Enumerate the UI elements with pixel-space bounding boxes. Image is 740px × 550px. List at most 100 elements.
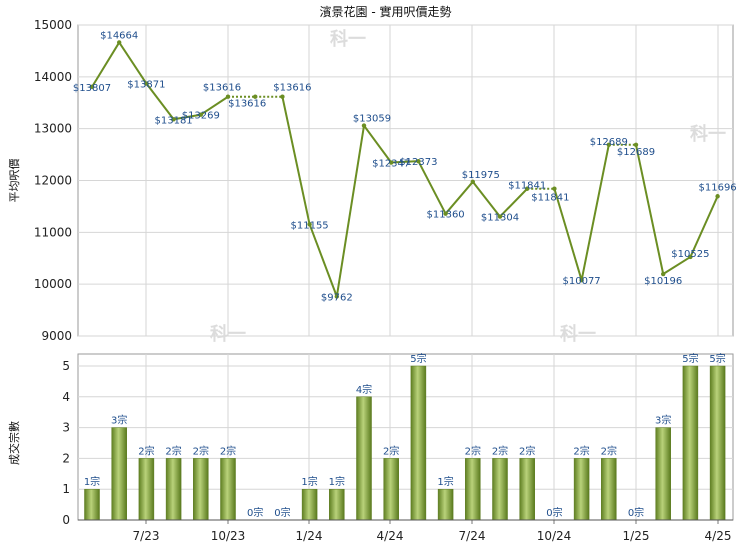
x-axis-tick-label: 10/23 (211, 529, 246, 543)
price-y-tick-label: 9000 (41, 329, 72, 343)
volume-data-label: 2宗 (193, 444, 209, 457)
price-data-label: $12373 (399, 157, 437, 168)
price-data-label: $12689 (617, 147, 655, 158)
price-point (579, 277, 584, 283)
price-y-tick-label: 10000 (34, 277, 72, 291)
watermark-text: 科一 (560, 323, 596, 345)
volume-data-label: 0宗 (247, 506, 263, 519)
price-line-segment (553, 188, 583, 281)
price-point (715, 194, 720, 199)
volume-bar (519, 458, 535, 521)
chart-title: 濱景花園 - 實用呎價走勢 (320, 4, 452, 19)
volume-bar (193, 458, 209, 521)
price-data-label: $11841 (531, 193, 569, 204)
volume-y-tick-label: 4 (62, 390, 70, 404)
volume-data-label: 2宗 (220, 444, 236, 457)
price-line-segment (391, 160, 419, 164)
x-axis-tick-label: 10/24 (537, 529, 572, 543)
price-point (171, 117, 176, 122)
price-point (525, 186, 530, 191)
volume-data-label: 2宗 (465, 444, 481, 457)
price-data-label: $13807 (73, 83, 111, 94)
price-line-segment (363, 125, 393, 164)
price-data-label: $12347 (372, 159, 410, 170)
volume-data-label: 2宗 (519, 444, 535, 457)
volume-data-label: 4宗 (356, 383, 372, 396)
price-point (416, 158, 421, 164)
price-line-segment (308, 223, 338, 297)
price-point (361, 123, 367, 128)
price-data-label: $11360 (427, 210, 465, 221)
price-y-tick-label: 14000 (34, 70, 72, 84)
volume-data-label: 0宗 (546, 506, 562, 519)
volume-bar (301, 488, 318, 521)
price-point (688, 254, 693, 260)
volume-bar-chart: 5 4 3 2 1 0 7/23 10/23 1/24 4/24 7/24 10/24 1/25 4/25… (7, 352, 734, 543)
volume-bar (383, 458, 399, 521)
volume-y-tick-label: 0 (62, 513, 70, 527)
price-data-label: $13181 (155, 115, 193, 126)
price-data-label: $11841 (508, 181, 546, 192)
volume-data-label: 1宗 (84, 475, 100, 488)
price-y-axis-title: 平均呎價 (7, 159, 21, 203)
price-line-segment (118, 41, 148, 85)
price-data-label: $13616 (203, 83, 241, 94)
price-data-label: $13059 (353, 114, 391, 125)
price-line-segment (417, 160, 447, 215)
volume-bar (709, 365, 726, 521)
x-axis-tick-label: 4/24 (377, 529, 404, 543)
volume-data-label: 0宗 (274, 506, 290, 519)
price-point (389, 160, 394, 165)
volume-data-label: 5宗 (709, 352, 725, 365)
volume-bar (138, 458, 155, 521)
price-data-label: $14664 (100, 30, 138, 41)
price-line-segment (580, 144, 610, 281)
volume-bar (220, 458, 236, 521)
volume-bar (111, 427, 127, 521)
volume-bar (465, 458, 481, 521)
volume-data-label: 0宗 (628, 506, 644, 519)
x-axis-tick-label: 4/25 (705, 529, 732, 543)
price-data-label: $10077 (563, 276, 601, 287)
price-data-label: $13616 (228, 99, 266, 110)
volume-y-tick-label: 5 (62, 359, 70, 373)
price-point (307, 222, 312, 227)
volume-bar (601, 458, 617, 521)
price-line-segment (91, 41, 121, 88)
volume-y-tick-label: 2 (62, 451, 70, 465)
price-y-tick-label: 13000 (34, 122, 72, 136)
volume-bar (84, 488, 100, 521)
price-line-segment (444, 181, 474, 215)
price-point (497, 214, 503, 219)
price-data-label: $11696 (699, 182, 737, 193)
price-line-segment (499, 188, 528, 218)
price-line-chart: 1500014000130001200011000100009000科一科一科一… (7, 4, 737, 345)
price-y-tick-label: 11000 (34, 225, 72, 239)
price-line-segment (662, 256, 691, 275)
price-data-label: $12689 (590, 137, 628, 148)
x-axis-tick-label: 1/24 (296, 529, 323, 543)
price-line-segment (335, 125, 365, 297)
price-data-label: $13616 (273, 83, 311, 94)
volume-data-label: 1宗 (437, 475, 453, 488)
volume-bar (356, 396, 372, 521)
volume-bar (165, 458, 182, 521)
volume-bar (437, 488, 454, 521)
price-data-label: $11975 (462, 170, 500, 181)
price-point (443, 211, 448, 216)
price-point (552, 186, 557, 191)
price-line-segment (173, 113, 201, 121)
x-axis-tick-label: 1/25 (623, 529, 650, 543)
volume-data-label: 2宗 (383, 444, 399, 457)
price-data-label: $11155 (291, 220, 329, 231)
volume-data-label: 1宗 (301, 475, 317, 488)
volume-bar (655, 427, 671, 521)
price-point (144, 81, 149, 86)
watermark-text: 科一 (330, 28, 366, 50)
volume-bar (410, 365, 427, 521)
price-data-label: $11304 (481, 213, 519, 224)
price-data-label: $10525 (671, 249, 709, 260)
volume-bar (492, 458, 508, 521)
volume-data-label: 3宗 (111, 414, 127, 427)
